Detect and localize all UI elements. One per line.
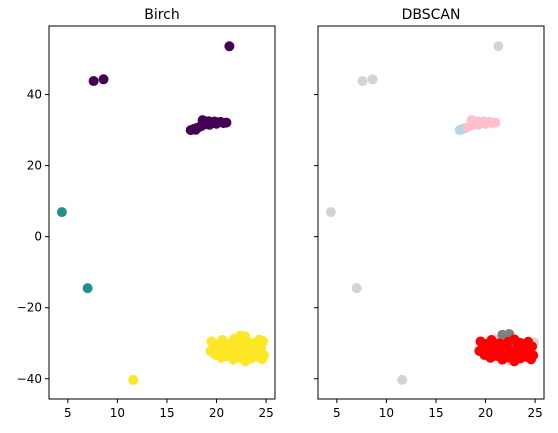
dbscan-point [490,117,501,128]
y-tick-label: 0 [34,230,42,244]
dbscan-point [510,351,521,362]
x-tick-label: 5 [64,406,72,420]
birch-point [221,117,232,128]
birch-point [241,351,252,362]
y-tick-label: 20 [27,159,42,173]
dbscan-point [523,336,534,347]
birch-point [190,124,201,135]
dbscan-title: DBSCAN [402,7,461,23]
x-tick-label: 25 [258,406,273,420]
birch-axes-frame [48,25,276,400]
birch-point [257,354,268,365]
birch-point [98,74,109,85]
x-tick-label: 5 [333,406,341,420]
y-tick-label: 40 [27,88,42,102]
dbscan-point [351,283,362,294]
dbscan-point [493,41,504,52]
birch-title: Birch [144,7,180,23]
dbscan-point [526,354,537,365]
birch-point [219,340,230,351]
birch-point [254,334,265,345]
dbscan-axes-frame [317,25,545,400]
birch-point [224,41,235,52]
birch-plot-area [56,41,270,385]
birch-point [205,346,216,357]
birch-x-axis: 5 10 15 20 25 [64,399,274,420]
birch-point [235,330,246,341]
birch-point [211,118,222,129]
x-tick-label: 10 [379,406,394,420]
dbscan-point [499,349,510,360]
dbscan-y-axis [314,94,318,380]
dbscan-point [474,346,485,357]
dbscan-point [357,76,368,87]
birch-point [249,341,260,352]
birch-point [128,374,139,385]
x-tick-label: 25 [527,406,542,420]
dbscan-x-axis: 5 10 15 20 25 [333,399,543,420]
birch-y-axis: −40 −20 0 20 40 [17,88,49,386]
x-tick-label: 15 [159,406,174,420]
birch-point [88,76,99,87]
dbscan-point [397,374,408,385]
birch-point [230,349,241,360]
birch-point [82,283,93,294]
dbscan-point [480,118,491,129]
x-tick-label: 15 [428,406,443,420]
x-tick-label: 20 [209,406,224,420]
dbscan-point [367,74,378,85]
x-tick-label: 20 [478,406,493,420]
dbscan-plot-area [325,41,540,385]
birch-panel: 5 10 15 20 25 −40 −20 0 20 40 Birch [17,7,276,420]
birch-point [56,207,67,218]
dbscan-point [325,207,336,218]
x-tick-label: 10 [110,406,125,420]
y-tick-label: −20 [17,301,42,315]
dbscan-panel: 5 10 15 20 25 DBSCAN [314,7,545,420]
y-tick-label: −40 [17,372,42,386]
